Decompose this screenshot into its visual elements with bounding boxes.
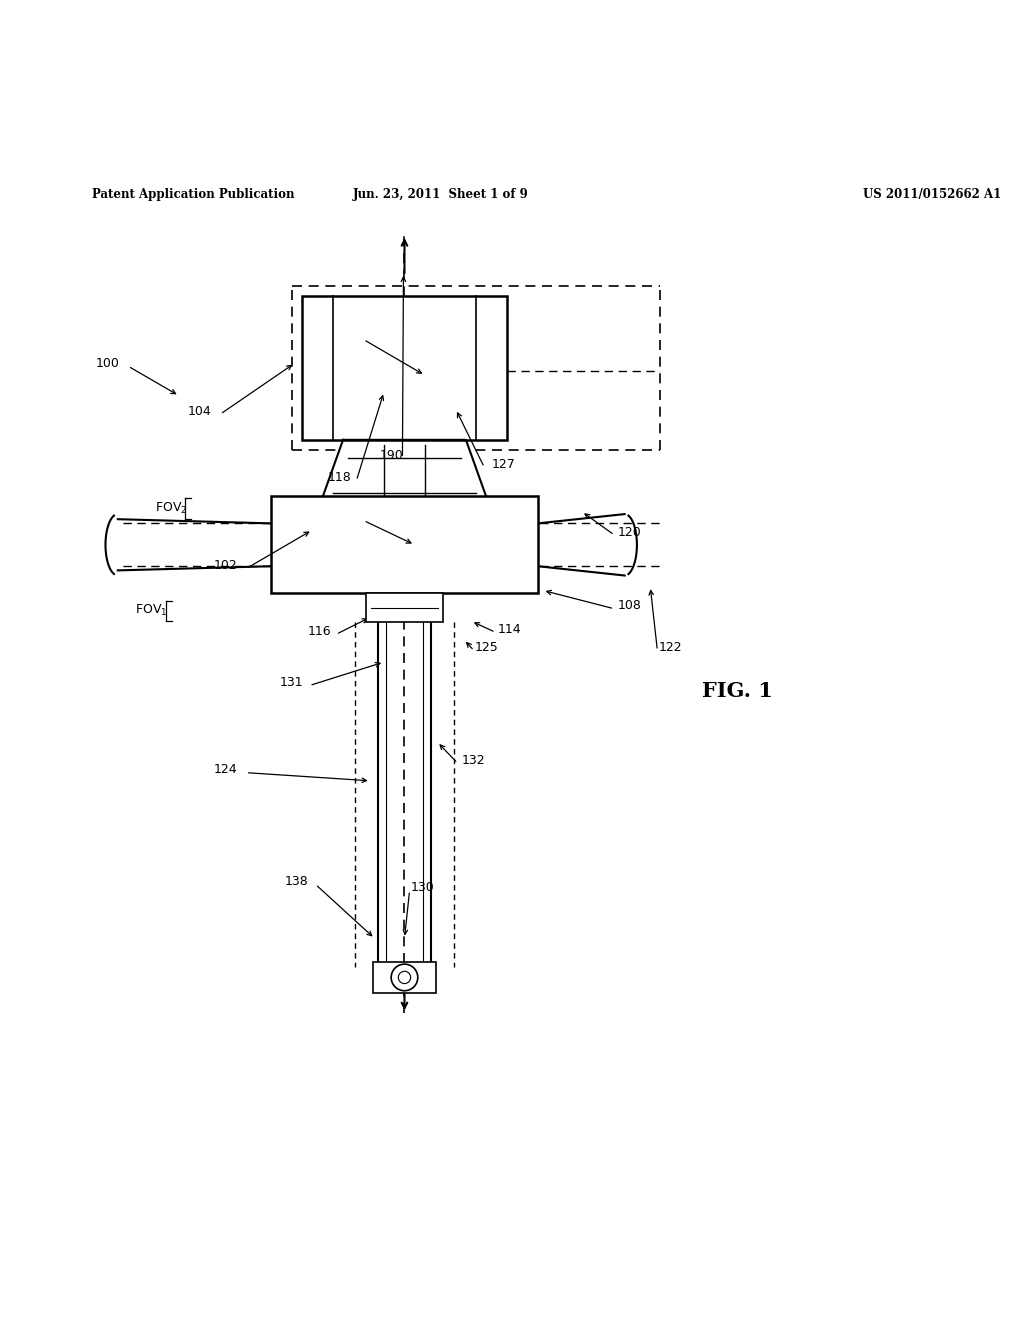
Text: FIG. 1: FIG. 1 <box>701 681 773 701</box>
Bar <box>373 962 436 993</box>
Text: 114: 114 <box>498 623 522 636</box>
Circle shape <box>398 972 411 983</box>
Circle shape <box>391 964 418 991</box>
Text: 125: 125 <box>474 642 499 655</box>
Text: 131: 131 <box>280 676 304 689</box>
Text: 120: 120 <box>617 525 642 539</box>
Bar <box>271 496 538 594</box>
Text: 190: 190 <box>379 449 403 462</box>
Bar <box>302 297 507 440</box>
Text: US 2011/0152662 A1: US 2011/0152662 A1 <box>862 187 1001 201</box>
Text: 130: 130 <box>411 880 435 894</box>
Text: 124: 124 <box>213 763 238 776</box>
Text: FOV$_1$: FOV$_1$ <box>135 603 168 618</box>
Text: 132: 132 <box>461 754 485 767</box>
Text: 127: 127 <box>492 458 516 471</box>
Text: 118: 118 <box>328 471 352 484</box>
Text: 116: 116 <box>307 624 332 638</box>
Polygon shape <box>317 440 492 512</box>
Text: 100: 100 <box>95 356 120 370</box>
Text: Jun. 23, 2011  Sheet 1 of 9: Jun. 23, 2011 Sheet 1 of 9 <box>352 187 528 201</box>
Text: 108: 108 <box>617 599 642 612</box>
Text: 104: 104 <box>187 405 212 417</box>
Bar <box>366 594 443 622</box>
Text: Patent Application Publication: Patent Application Publication <box>92 187 295 201</box>
Text: 122: 122 <box>658 642 683 655</box>
Text: 138: 138 <box>285 875 309 887</box>
Text: 102: 102 <box>213 560 238 573</box>
Text: FOV$_2$: FOV$_2$ <box>155 500 187 516</box>
